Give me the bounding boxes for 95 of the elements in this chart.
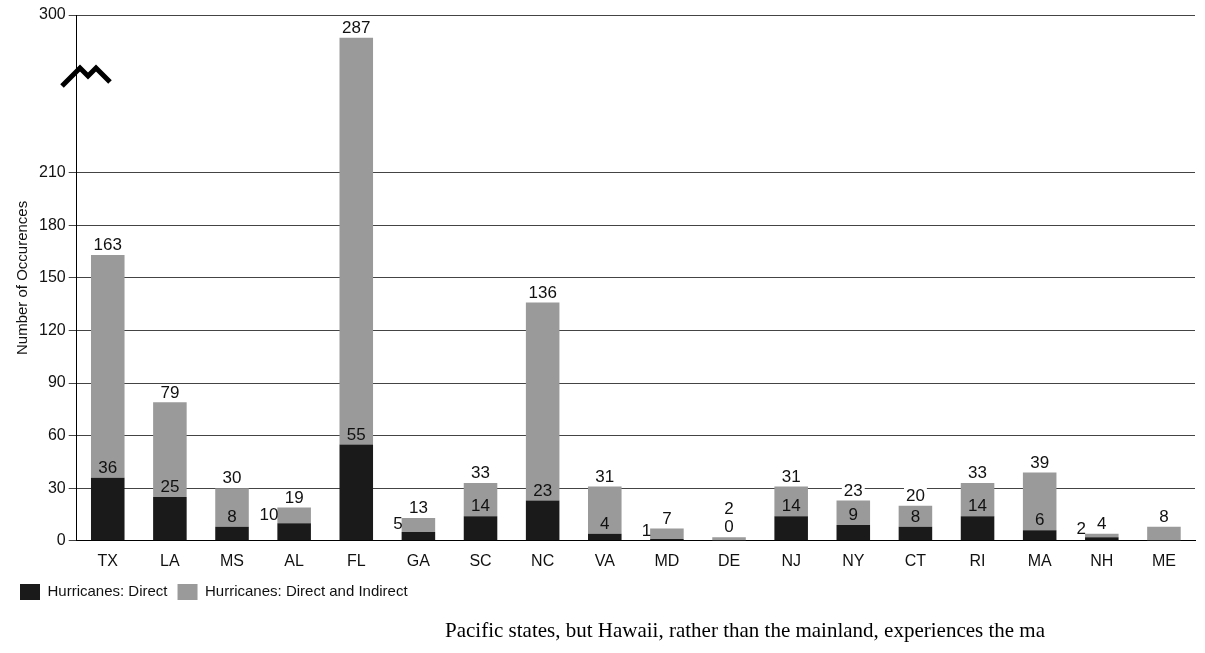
total-label: 19 xyxy=(284,487,304,507)
data-label: 6 xyxy=(1034,510,1045,530)
bar xyxy=(712,537,746,541)
x-tick-label: NH xyxy=(1090,551,1114,569)
x-tick-label: NY xyxy=(842,551,865,569)
x-tick-label: DE xyxy=(717,551,741,569)
data-label: 23 xyxy=(533,480,553,500)
bar xyxy=(339,37,374,445)
data-label: 1 xyxy=(641,521,652,541)
data-label: 2 xyxy=(1076,519,1087,539)
bar xyxy=(898,526,933,541)
x-tick-label: MA xyxy=(1027,551,1053,569)
bar xyxy=(774,486,808,517)
total-label: 8 xyxy=(1159,506,1169,526)
bar xyxy=(90,255,125,478)
data-label: 14 xyxy=(968,496,988,516)
x-tick-label: MD xyxy=(654,551,680,569)
y-tick-label: 30 xyxy=(47,478,66,496)
data-label: 14 xyxy=(781,496,801,516)
x-tick-label: TX xyxy=(97,551,119,569)
bar xyxy=(774,516,808,541)
x-tick-label: GA xyxy=(406,551,431,569)
x-tick-label: FL xyxy=(346,551,366,569)
data-label: 25 xyxy=(160,477,180,497)
x-tick-label: MS xyxy=(220,551,245,569)
total-label: 39 xyxy=(1030,452,1050,472)
x-tick-label: NJ xyxy=(781,551,801,569)
total-label: 20 xyxy=(905,485,925,505)
bar xyxy=(153,402,187,497)
total-label: 31 xyxy=(781,466,801,486)
y-tick-label: 300 xyxy=(38,5,66,23)
bar xyxy=(463,516,498,541)
total-label: 33 xyxy=(471,463,490,483)
bar xyxy=(525,302,560,501)
y-tick-label: 60 xyxy=(47,426,66,444)
bar xyxy=(401,518,436,533)
total-label: 79 xyxy=(160,382,180,402)
data-label: 10 xyxy=(259,505,279,525)
data-label: 8 xyxy=(910,506,921,526)
total-label: 136 xyxy=(528,282,557,302)
text: Pacific states, but Hawaii, rather than the mainland, experiences the ma xyxy=(445,618,1046,643)
x-tick-label: RI xyxy=(969,551,986,569)
total-label: 23 xyxy=(843,480,863,500)
data-label: 5 xyxy=(393,514,403,534)
bar xyxy=(339,444,374,541)
y-tick-label: 180 xyxy=(38,215,66,233)
y-axis-title: Number of Occurences xyxy=(13,200,31,356)
y-tick-label: 90 xyxy=(47,373,66,391)
data-label: 14 xyxy=(471,496,490,516)
x-tick-label: SC xyxy=(469,551,492,569)
y-tick-label: 120 xyxy=(38,320,66,338)
bar xyxy=(277,523,311,541)
total-label: 33 xyxy=(968,463,988,483)
x-tick-label: VA xyxy=(594,551,616,569)
legend-label: Hurricanes: Direct and Indirect xyxy=(205,582,409,600)
total-label: 13 xyxy=(408,498,428,518)
x-tick-label: ME xyxy=(1151,551,1176,569)
bar xyxy=(960,516,995,541)
y-tick-label: 150 xyxy=(38,268,66,286)
bar xyxy=(90,477,125,541)
data-label: 36 xyxy=(98,457,118,477)
data-label: 4 xyxy=(600,513,610,533)
y-tick-label: 210 xyxy=(38,163,66,181)
x-tick-label: NC xyxy=(531,551,555,569)
data-label: 55 xyxy=(346,424,366,444)
total-label: 163 xyxy=(93,235,122,255)
legend-label: Hurricanes: Direct xyxy=(47,582,169,600)
total-label: 287 xyxy=(342,17,371,37)
total-label: 7 xyxy=(662,508,672,528)
total-label: 31 xyxy=(595,466,615,486)
bar xyxy=(588,486,622,534)
total-label: 30 xyxy=(222,468,242,488)
bar xyxy=(1147,526,1181,541)
data-label: 9 xyxy=(848,505,859,525)
bar xyxy=(1022,530,1057,541)
x-tick-label: CT xyxy=(904,551,927,569)
bar xyxy=(153,496,187,541)
bar xyxy=(650,528,684,540)
bar xyxy=(215,488,249,527)
total-label: 4 xyxy=(1097,513,1107,533)
x-tick-label: LA xyxy=(160,551,180,569)
bar xyxy=(277,507,311,524)
bar xyxy=(836,500,871,526)
data-label: 8 xyxy=(227,506,237,526)
bar xyxy=(215,526,249,541)
bar xyxy=(1085,537,1119,541)
bar xyxy=(1022,472,1057,531)
x-tick-label: AL xyxy=(284,551,305,569)
bar xyxy=(836,525,871,541)
bar xyxy=(588,533,622,541)
y-tick-label: 0 xyxy=(56,531,66,549)
total-label: 2 xyxy=(724,499,734,519)
bar xyxy=(401,532,436,541)
bar xyxy=(525,500,560,541)
data-label: 0 xyxy=(724,517,734,537)
